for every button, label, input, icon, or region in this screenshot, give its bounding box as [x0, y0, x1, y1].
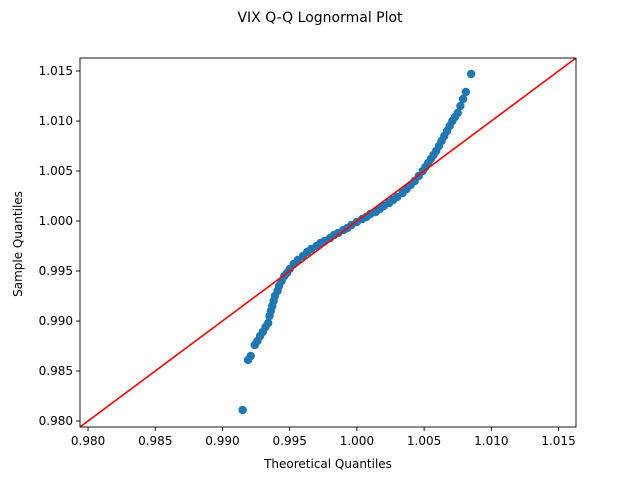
y-tick-label: 0.980 — [39, 414, 73, 428]
data-point — [246, 351, 255, 361]
x-tick-label: 0.990 — [205, 434, 239, 448]
x-tick-label: 0.980 — [71, 434, 105, 448]
data-point — [458, 94, 468, 104]
chart-title: VIX Q-Q Lognormal Plot — [237, 10, 403, 26]
plot-area: 0.980 0.985 0.990 0.995 1.000 1.005 1.010 1.015… — [39, 57, 577, 448]
reference-line — [80, 58, 576, 427]
data-point — [456, 101, 465, 111]
data-point — [238, 405, 247, 415]
data-point — [263, 318, 273, 328]
y-tick-label: 0.990 — [39, 314, 73, 328]
data-points — [238, 69, 476, 415]
x-tick-label: 1.015 — [541, 434, 575, 448]
data-point — [466, 69, 476, 79]
x-axis-label: Theoretical Quantiles — [263, 457, 392, 471]
x-tick-label: 1.000 — [340, 434, 374, 448]
x-tick-label: 0.995 — [273, 434, 307, 448]
y-tick-label: 1.015 — [39, 64, 73, 78]
x-tick-label: 1.005 — [407, 434, 441, 448]
plot-frame — [79, 57, 577, 428]
data-point — [461, 87, 470, 97]
y-tick-label: 1.010 — [39, 114, 73, 128]
x-tick-label: 0.985 — [138, 434, 172, 448]
y-axis-label: Sample Quantiles — [11, 191, 25, 297]
x-tick-label: 1.010 — [474, 434, 508, 448]
y-tick-label: 1.005 — [39, 164, 73, 178]
y-tick-label: 0.995 — [39, 264, 73, 278]
y-tick-label: 1.000 — [39, 214, 73, 228]
data-point — [453, 108, 462, 118]
y-tick-label: 0.985 — [39, 364, 73, 378]
